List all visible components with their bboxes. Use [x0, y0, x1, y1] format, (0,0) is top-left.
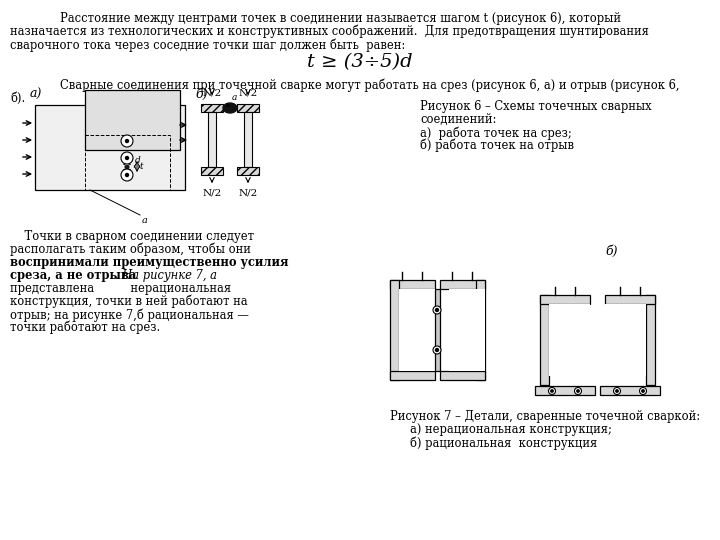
- Bar: [435, 289, 440, 371]
- Circle shape: [436, 308, 438, 312]
- Bar: [201, 104, 223, 112]
- Text: сварочного тока через соседние точки шаг должен быть  равен:: сварочного тока через соседние точки шаг…: [10, 38, 405, 51]
- Text: t ≥ (3÷5)d: t ≥ (3÷5)d: [307, 53, 413, 71]
- Text: Рисунок 6 – Схемы точечных сварных: Рисунок 6 – Схемы точечных сварных: [420, 100, 652, 113]
- Text: воспринимали преимущественно усилия: воспринимали преимущественно усилия: [10, 256, 289, 269]
- Bar: [208, 112, 216, 167]
- Text: Точки в сварном соединении следует: Точки в сварном соединении следует: [10, 230, 254, 243]
- Text: а) нерациональная конструкция;: а) нерациональная конструкция;: [410, 423, 612, 436]
- Circle shape: [577, 390, 579, 392]
- Bar: [549, 304, 590, 376]
- Circle shape: [121, 152, 133, 164]
- Text: Расстояние между центрами точек в соединении называется шагом t (рисунок 6), кот: Расстояние между центрами точек в соедин…: [60, 12, 621, 25]
- Text: б): б): [605, 245, 618, 258]
- Ellipse shape: [223, 103, 237, 113]
- Bar: [440, 280, 485, 289]
- Text: конструкция, точки в ней работают на: конструкция, точки в ней работают на: [10, 295, 248, 308]
- Bar: [605, 304, 646, 376]
- Bar: [605, 295, 655, 304]
- Bar: [85, 90, 180, 150]
- Circle shape: [125, 173, 128, 177]
- Bar: [237, 167, 259, 175]
- Circle shape: [575, 388, 582, 395]
- Bar: [449, 289, 485, 371]
- Text: N/2: N/2: [238, 88, 258, 97]
- Circle shape: [433, 346, 441, 354]
- Bar: [535, 386, 595, 395]
- Text: N/2: N/2: [202, 88, 222, 97]
- Text: располагать таким образом, чтобы они: располагать таким образом, чтобы они: [10, 243, 251, 256]
- Text: б): б): [195, 88, 207, 101]
- Circle shape: [125, 139, 128, 143]
- Text: N/2: N/2: [238, 188, 258, 197]
- Bar: [237, 167, 259, 175]
- Circle shape: [433, 306, 441, 314]
- Bar: [646, 295, 655, 385]
- Text: Сварные соединения при точечной сварке могут работать на срез (рисунок 6, а) и о: Сварные соединения при точечной сварке м…: [60, 79, 680, 92]
- Text: а: а: [232, 93, 238, 102]
- Text: а): а): [30, 88, 42, 101]
- Circle shape: [642, 390, 644, 392]
- Text: соединений:: соединений:: [420, 113, 496, 126]
- Bar: [390, 280, 435, 289]
- Text: Рисунок 7 – Детали, сваренные точечной сваркой:: Рисунок 7 – Детали, сваренные точечной с…: [390, 410, 700, 423]
- Bar: [237, 104, 259, 112]
- Bar: [35, 105, 185, 190]
- Bar: [85, 135, 170, 190]
- Bar: [476, 280, 485, 380]
- Text: N/2: N/2: [202, 188, 222, 197]
- Bar: [237, 104, 259, 112]
- Circle shape: [121, 169, 133, 181]
- Text: б).: б).: [10, 92, 25, 105]
- Bar: [201, 167, 223, 175]
- Circle shape: [613, 388, 621, 395]
- Text: б) работа точек на отрыв: б) работа точек на отрыв: [420, 139, 574, 152]
- Text: t: t: [139, 162, 143, 171]
- Text: d: d: [135, 156, 140, 165]
- Text: а: а: [142, 216, 148, 225]
- Bar: [540, 295, 549, 385]
- Circle shape: [549, 388, 556, 395]
- Circle shape: [551, 390, 553, 392]
- Bar: [390, 371, 435, 380]
- Text: . На рисунке 7, а: . На рисунке 7, а: [115, 269, 217, 282]
- Circle shape: [616, 390, 618, 392]
- Text: а)  работа точек на срез;: а) работа точек на срез;: [420, 126, 572, 139]
- Circle shape: [125, 157, 128, 159]
- Text: представлена          нерациональная: представлена нерациональная: [10, 282, 231, 295]
- Text: назначается из технологических и конструктивных соображений.  Для предотвращения: назначается из технологических и констру…: [10, 25, 649, 38]
- Bar: [535, 386, 595, 395]
- Circle shape: [121, 135, 133, 147]
- Circle shape: [639, 388, 647, 395]
- Bar: [201, 104, 223, 112]
- Text: отрыв; на рисунке 7,б рациональная —: отрыв; на рисунке 7,б рациональная —: [10, 308, 249, 321]
- Text: б) рациональная  конструкция: б) рациональная конструкция: [410, 436, 598, 449]
- Text: точки работают на срез.: точки работают на срез.: [10, 321, 161, 334]
- Bar: [201, 167, 223, 175]
- Bar: [440, 371, 485, 380]
- Bar: [244, 112, 252, 167]
- Bar: [540, 295, 590, 304]
- Bar: [390, 280, 399, 380]
- Circle shape: [436, 348, 438, 352]
- Text: среза, а не отрыва: среза, а не отрыва: [10, 269, 136, 282]
- Bar: [600, 386, 660, 395]
- Bar: [399, 289, 435, 371]
